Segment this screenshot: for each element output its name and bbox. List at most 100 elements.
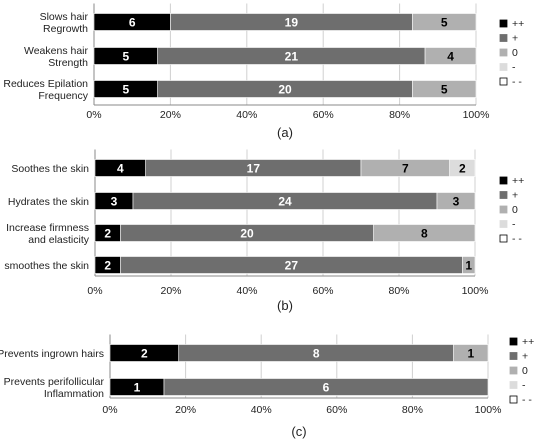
legend-label: - -	[512, 76, 522, 88]
legend-label: ++	[512, 175, 524, 187]
data-label: 2	[459, 161, 466, 175]
x-tick-label: 60%	[326, 404, 347, 416]
category-label: Increase firmness and elasticity	[6, 222, 90, 246]
data-label: 5	[441, 82, 448, 96]
data-label: 8	[313, 346, 320, 360]
category-label-line: smoothes the skin	[4, 260, 89, 272]
data-label: 6	[323, 380, 330, 394]
legend-swatch	[509, 352, 518, 360]
legend-swatch	[499, 234, 508, 243]
data-label: 19	[285, 15, 299, 29]
data-label: 6	[129, 15, 136, 29]
x-tick-label: 20%	[160, 285, 181, 297]
x-tick-label: 80%	[389, 109, 410, 121]
category-label-line: Prevents perifollicular	[4, 376, 105, 388]
bar-segment	[449, 159, 476, 177]
legend-label: 0	[512, 204, 518, 216]
x-tick-label: 40%	[236, 109, 257, 121]
panel-label: (b)	[277, 298, 293, 313]
x-tick-label: 40%	[251, 404, 272, 416]
x-tick-label: 60%	[313, 109, 334, 121]
panel-label: (a)	[277, 125, 293, 140]
x-tick-label: 80%	[402, 404, 423, 416]
legend-label: +	[512, 190, 518, 202]
legend-label: +	[512, 33, 518, 45]
chart-panel-0: 0% 20% 40% 60% 80% 100% 6 19 5 Slows hair Regrowth…	[3, 3, 524, 140]
legend-swatch	[509, 395, 518, 404]
data-label: 1	[467, 346, 474, 360]
chart-panel-2: 0% 20% 40% 60% 80% 100% 2 8 1 Prevents ingrown ha…	[0, 334, 534, 439]
bar-segment	[163, 378, 489, 396]
data-label: 5	[441, 15, 448, 29]
legend-label: 0	[522, 365, 528, 377]
category-label: smoothes the skin	[4, 260, 89, 272]
legend-swatch	[499, 48, 508, 57]
x-tick-label: 0%	[102, 404, 117, 416]
x-tick-label: 100%	[462, 285, 489, 297]
bar-segment	[453, 344, 489, 362]
legend-swatch	[509, 381, 518, 389]
chart-panel-1: 0% 20% 40% 60% 80% 100% 4 17 7 2 Soothes the skin 3…	[4, 149, 524, 313]
x-tick-label: 60%	[312, 285, 333, 297]
x-tick-label: 20%	[175, 404, 196, 416]
category-label-line: Slows hair	[40, 11, 89, 23]
legend-swatch	[499, 205, 508, 214]
data-label: 24	[278, 194, 292, 208]
category-label-line: Hydrates the skin	[8, 196, 89, 208]
legend-label: +	[522, 351, 528, 363]
data-label: 4	[117, 161, 124, 175]
category-label: Weakens hair Strength	[24, 45, 89, 69]
category-label-line: Regrowth	[43, 23, 88, 35]
bar-segment	[424, 47, 477, 65]
legend-swatch	[499, 19, 508, 28]
category-label-line: Strength	[48, 57, 88, 69]
category-label-line: Weakens hair	[24, 45, 89, 57]
category-label: Slows hair Regrowth	[40, 11, 89, 35]
legend-swatch	[499, 34, 508, 42]
bar-segment	[412, 80, 477, 98]
x-tick-label: 0%	[87, 285, 102, 297]
category-label: Hydrates the skin	[8, 196, 89, 208]
legend-label: -	[512, 62, 516, 74]
legend-swatch	[499, 63, 508, 71]
x-tick-label: 20%	[160, 109, 181, 121]
legend-label: ++	[522, 336, 534, 348]
data-label: 7	[402, 161, 409, 175]
data-label: 2	[104, 226, 111, 240]
category-label-line: Frequency	[38, 90, 88, 102]
panel-label: (c)	[291, 424, 306, 439]
legend-swatch	[499, 220, 508, 228]
x-tick-label: 40%	[236, 285, 257, 297]
category-label-line: Inflammation	[44, 388, 104, 400]
data-label: 3	[111, 194, 118, 208]
bar-segment	[462, 256, 476, 274]
x-tick-label: 100%	[463, 109, 490, 121]
bar-segment	[373, 224, 476, 242]
category-label: Reduces Epilation Frequency	[3, 78, 88, 102]
legend-swatch	[499, 191, 508, 199]
legend-swatch	[509, 337, 518, 346]
bar-segment	[436, 192, 476, 210]
data-label: 20	[240, 226, 254, 240]
category-label-line: Soothes the skin	[11, 163, 89, 175]
category-label-line: Increase firmness	[6, 222, 89, 234]
data-label: 8	[421, 226, 428, 240]
category-label-line: Prevents ingrown hairs	[0, 348, 104, 360]
data-label: 21	[285, 49, 299, 63]
legend-swatch	[509, 366, 518, 375]
category-label: Prevents ingrown hairs	[0, 348, 104, 360]
legend-label: 0	[512, 47, 518, 59]
data-label: 17	[247, 161, 261, 175]
data-label: 2	[141, 346, 148, 360]
data-label: 20	[278, 82, 292, 96]
category-label-line: Reduces Epilation	[3, 78, 88, 90]
x-tick-label: 0%	[86, 109, 101, 121]
legend-label: - -	[522, 394, 532, 406]
category-label: Soothes the skin	[11, 163, 89, 175]
legend-label: -	[522, 380, 526, 392]
legend-label: ++	[512, 18, 524, 30]
x-tick-label: 80%	[388, 285, 409, 297]
data-label: 3	[453, 194, 460, 208]
bar-segment	[412, 13, 477, 31]
